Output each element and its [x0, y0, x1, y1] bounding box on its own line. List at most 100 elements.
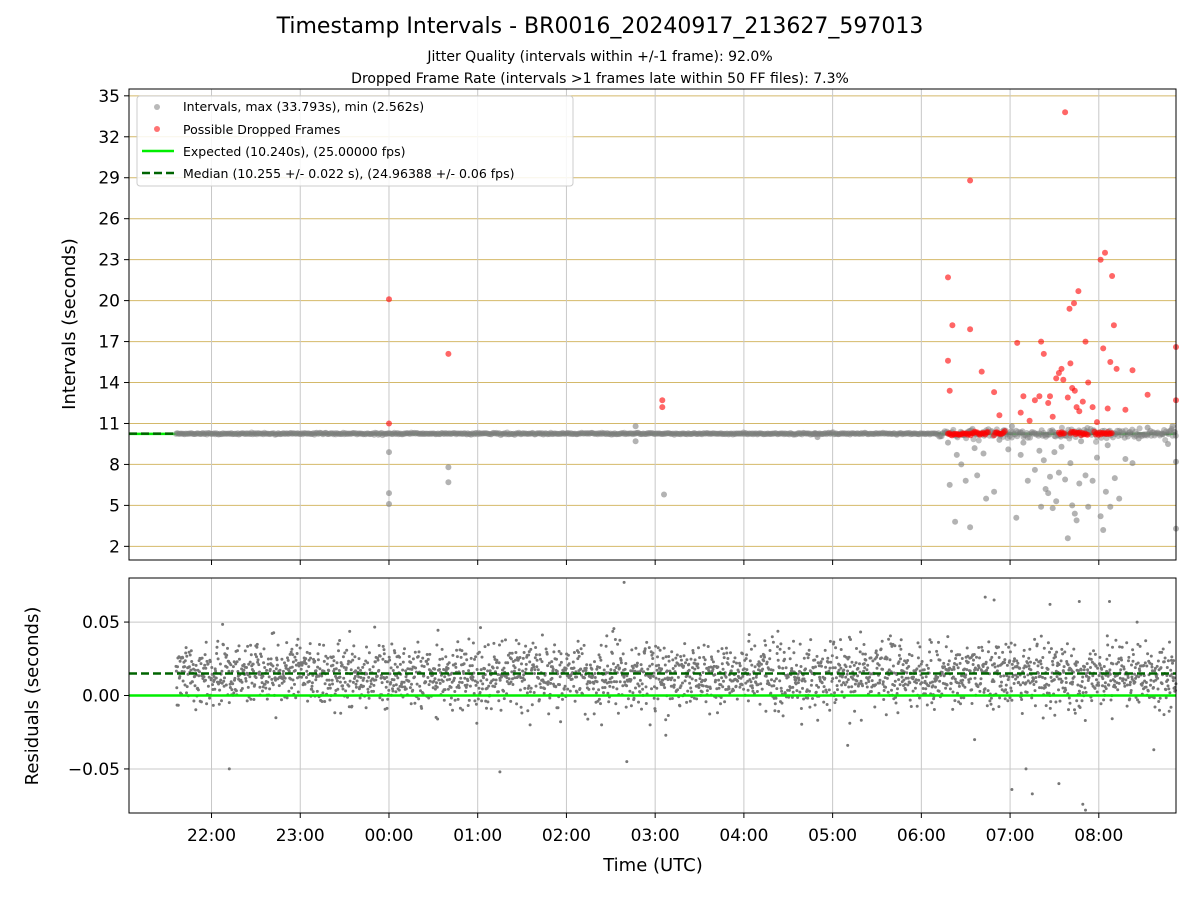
- residual-point: [1020, 712, 1024, 715]
- residual-point: [1003, 697, 1007, 701]
- residual-point: [679, 655, 683, 658]
- residual-point: [273, 676, 277, 680]
- residual-point: [721, 685, 725, 689]
- residual-point: [492, 655, 496, 659]
- residual-point: [196, 688, 200, 692]
- residual-point: [413, 701, 417, 705]
- residual-point: [695, 697, 699, 701]
- residual-point: [817, 685, 820, 689]
- residual-point: [1171, 679, 1175, 683]
- residual-point: [664, 733, 668, 737]
- residual-point: [924, 687, 928, 691]
- residual-point: [183, 683, 187, 687]
- interval-point: [1107, 503, 1114, 510]
- residual-point: [689, 657, 693, 661]
- residual-point: [489, 707, 493, 711]
- residual-point: [1006, 678, 1010, 682]
- residual-point: [877, 663, 881, 667]
- residual-point: [308, 652, 312, 655]
- residual-point: [242, 668, 246, 672]
- residual-point: [398, 662, 402, 666]
- residual-point: [979, 682, 983, 685]
- residual-point: [729, 651, 732, 655]
- residual-point: [1077, 669, 1081, 673]
- residual-point: [291, 678, 295, 682]
- residual-point: [316, 658, 320, 662]
- residual-point: [342, 676, 346, 680]
- residual-point: [1036, 671, 1040, 675]
- residual-point: [882, 698, 886, 701]
- residual-point: [486, 669, 490, 673]
- residual-point: [1010, 689, 1013, 693]
- residual-point: [378, 696, 382, 700]
- residual-point: [338, 639, 342, 642]
- interval-point: [445, 479, 452, 486]
- residual-point: [1052, 678, 1056, 682]
- residual-point: [1153, 705, 1157, 709]
- residual-point: [227, 669, 231, 673]
- bottom-ylabel: Residuals (seconds): [22, 607, 43, 786]
- residual-point: [867, 680, 871, 683]
- residual-point: [691, 649, 695, 652]
- residual-point: [480, 699, 484, 703]
- residual-point: [1086, 668, 1090, 672]
- residual-point: [979, 677, 983, 681]
- residual-point: [1033, 637, 1037, 641]
- residual-point: [1166, 684, 1170, 688]
- residual-point: [1048, 602, 1052, 606]
- dropped-point: [1089, 404, 1096, 411]
- residual-point: [1008, 696, 1012, 700]
- residual-point: [678, 704, 682, 708]
- interval-point: [971, 445, 978, 452]
- residual-point: [858, 662, 861, 666]
- residual-point: [846, 678, 850, 682]
- residual-point: [607, 680, 611, 684]
- interval-point: [661, 491, 667, 498]
- dropped-point: [1020, 393, 1027, 400]
- residual-point: [652, 671, 656, 675]
- dropped-point: [659, 404, 666, 411]
- residual-point: [1117, 681, 1121, 685]
- residual-point: [1041, 675, 1044, 679]
- residual-point: [615, 680, 618, 684]
- residual-point: [1168, 691, 1172, 695]
- residual-point: [764, 709, 768, 713]
- residual-point: [509, 699, 513, 703]
- residual-point: [282, 679, 286, 683]
- residual-point: [1123, 684, 1127, 688]
- residual-point: [443, 688, 447, 692]
- interval-point: [1165, 441, 1171, 447]
- residual-point: [1075, 699, 1079, 703]
- residual-point: [670, 697, 674, 700]
- residual-point: [767, 683, 771, 687]
- residual-point: [199, 700, 203, 704]
- interval-point: [1085, 503, 1092, 510]
- residual-point: [637, 652, 641, 656]
- dropped-point: [1049, 413, 1056, 420]
- residual-point: [898, 683, 902, 687]
- top-ytick-label: 14: [98, 374, 120, 394]
- residual-point: [866, 663, 870, 667]
- residual-point: [813, 703, 817, 707]
- residual-point: [1102, 689, 1106, 693]
- residual-point: [702, 643, 706, 647]
- residual-point: [834, 676, 838, 680]
- residual-point: [595, 680, 599, 684]
- residual-point: [566, 687, 570, 691]
- xtick-label: 04:00: [719, 826, 768, 846]
- residual-point: [262, 661, 266, 665]
- residual-point: [347, 684, 351, 688]
- residual-point: [208, 696, 212, 700]
- residual-point: [293, 682, 296, 686]
- residual-point: [619, 658, 623, 662]
- residual-point: [200, 656, 204, 660]
- residual-point: [256, 658, 260, 662]
- residual-point: [576, 657, 580, 661]
- residual-point: [920, 681, 924, 685]
- residual-point: [927, 684, 931, 688]
- residual-point: [691, 651, 695, 655]
- residual-point: [1015, 659, 1019, 663]
- residual-point: [875, 653, 879, 657]
- residual-point: [354, 685, 358, 689]
- residual-point: [915, 667, 919, 671]
